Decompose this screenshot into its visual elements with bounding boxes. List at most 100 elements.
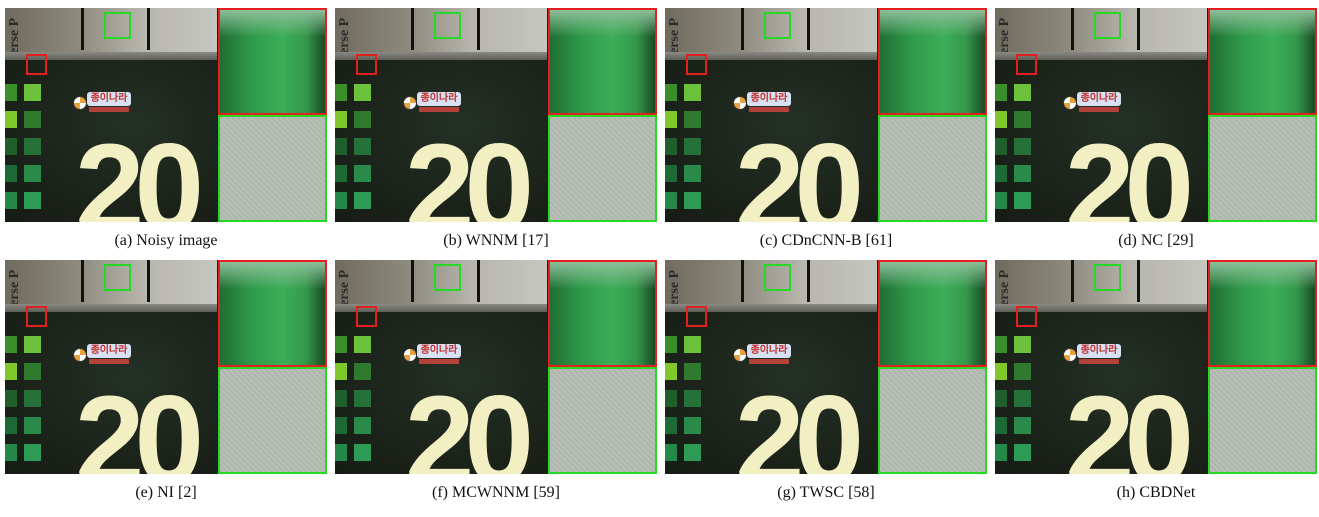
- color-square: [1014, 417, 1031, 434]
- color-square: [684, 336, 701, 353]
- highlight-box-red: [356, 306, 377, 327]
- color-square: [24, 417, 41, 434]
- cable: [807, 8, 810, 50]
- highlight-box-red: [686, 306, 707, 327]
- color-square: [665, 165, 677, 182]
- panel-caption: (h) CBDNet: [1116, 484, 1196, 501]
- color-square: [995, 417, 1007, 434]
- scene-image: erse P 종이나라 20: [995, 8, 1207, 222]
- sign-text: erse P: [667, 269, 682, 306]
- color-square: [354, 390, 371, 407]
- cable: [741, 260, 744, 302]
- wall-background: [335, 8, 547, 54]
- figure-panel: erse P 종이나라 20: [665, 8, 987, 260]
- cable: [477, 8, 480, 50]
- highlight-box-green: [434, 12, 461, 39]
- scene-image: erse P 종이나라 20: [335, 260, 547, 474]
- logo: 종이나라: [1063, 92, 1123, 114]
- color-square: [5, 84, 17, 101]
- zoom-inset-red: [218, 260, 327, 367]
- zoom-inset-green: [548, 367, 657, 474]
- color-square: [995, 390, 1007, 407]
- panel-image: erse P 종이나라 20: [995, 8, 1317, 222]
- cable: [147, 8, 150, 50]
- logo-subline: [1079, 107, 1119, 112]
- large-number: 20: [405, 119, 534, 222]
- cable: [807, 260, 810, 302]
- color-square: [24, 84, 41, 101]
- color-square: [684, 444, 701, 461]
- zoom-inset-red: [878, 260, 987, 367]
- color-square: [335, 444, 347, 461]
- color-square: [995, 444, 1007, 461]
- color-square: [995, 165, 1007, 182]
- highlight-box-red: [356, 54, 377, 75]
- shelf: [665, 52, 877, 60]
- color-square: [24, 444, 41, 461]
- cable: [1137, 8, 1140, 50]
- panel-caption: (f) MCWNNM [59]: [432, 484, 560, 501]
- color-square: [354, 363, 371, 380]
- color-square: [354, 165, 371, 182]
- sign-text: erse P: [7, 17, 22, 54]
- wall-background: [5, 8, 217, 54]
- panel-image: erse P 종이나라 20: [335, 8, 657, 222]
- color-square: [665, 192, 677, 209]
- color-square: [1014, 138, 1031, 155]
- highlight-box-green: [434, 264, 461, 291]
- shelf: [995, 304, 1207, 312]
- color-square: [354, 111, 371, 128]
- figure-panel: erse P 종이나라 20: [5, 260, 327, 512]
- panel-image: erse P 종이나라 20: [5, 260, 327, 474]
- zoom-inset-green: [1208, 367, 1317, 474]
- color-square: [24, 138, 41, 155]
- sign-text: erse P: [337, 269, 352, 306]
- highlight-box-green: [104, 12, 131, 39]
- highlight-box-red: [686, 54, 707, 75]
- highlight-box-green: [764, 12, 791, 39]
- logo-mark-icon: [1063, 348, 1077, 362]
- zoom-inset-red: [878, 8, 987, 115]
- color-square: [24, 192, 41, 209]
- panel-image: erse P 종이나라 20: [995, 260, 1317, 474]
- logo-text: 종이나라: [417, 92, 461, 106]
- logo: 종이나라: [73, 92, 133, 114]
- highlight-box-green: [1094, 12, 1121, 39]
- color-square: [24, 165, 41, 182]
- color-square: [354, 84, 371, 101]
- figure-row-1: erse P 종이나라 20: [5, 8, 1317, 260]
- wall-background: [665, 260, 877, 306]
- logo-mark-icon: [403, 96, 417, 110]
- color-square: [354, 336, 371, 353]
- logo-subline: [749, 107, 789, 112]
- color-square: [995, 363, 1007, 380]
- figure-grid: erse P 종이나라 20: [5, 8, 1317, 512]
- color-square: [665, 444, 677, 461]
- color-square: [684, 417, 701, 434]
- figure-panel: erse P 종이나라 20: [335, 260, 657, 512]
- color-square: [354, 192, 371, 209]
- color-square: [1014, 444, 1031, 461]
- color-square: [665, 336, 677, 353]
- logo-mark-icon: [73, 96, 87, 110]
- large-number: 20: [1065, 371, 1194, 474]
- sign-text: erse P: [997, 269, 1012, 306]
- color-square: [5, 138, 17, 155]
- scene-image: erse P 종이나라 20: [665, 260, 877, 474]
- large-number: 20: [405, 371, 534, 474]
- figure-panel: erse P 종이나라 20: [335, 8, 657, 260]
- scene-image: erse P 종이나라 20: [665, 8, 877, 222]
- large-number: 20: [1065, 119, 1194, 222]
- logo-text: 종이나라: [1077, 92, 1121, 106]
- color-square: [5, 165, 17, 182]
- cable: [411, 8, 414, 50]
- figure-row-2: erse P 종이나라 20: [5, 260, 1317, 512]
- wall-background: [995, 8, 1207, 54]
- logo: 종이나라: [403, 344, 463, 366]
- highlight-box-green: [104, 264, 131, 291]
- cable: [477, 260, 480, 302]
- logo-subline: [89, 359, 129, 364]
- color-square: [5, 111, 17, 128]
- large-number: 20: [735, 371, 864, 474]
- color-square: [1014, 390, 1031, 407]
